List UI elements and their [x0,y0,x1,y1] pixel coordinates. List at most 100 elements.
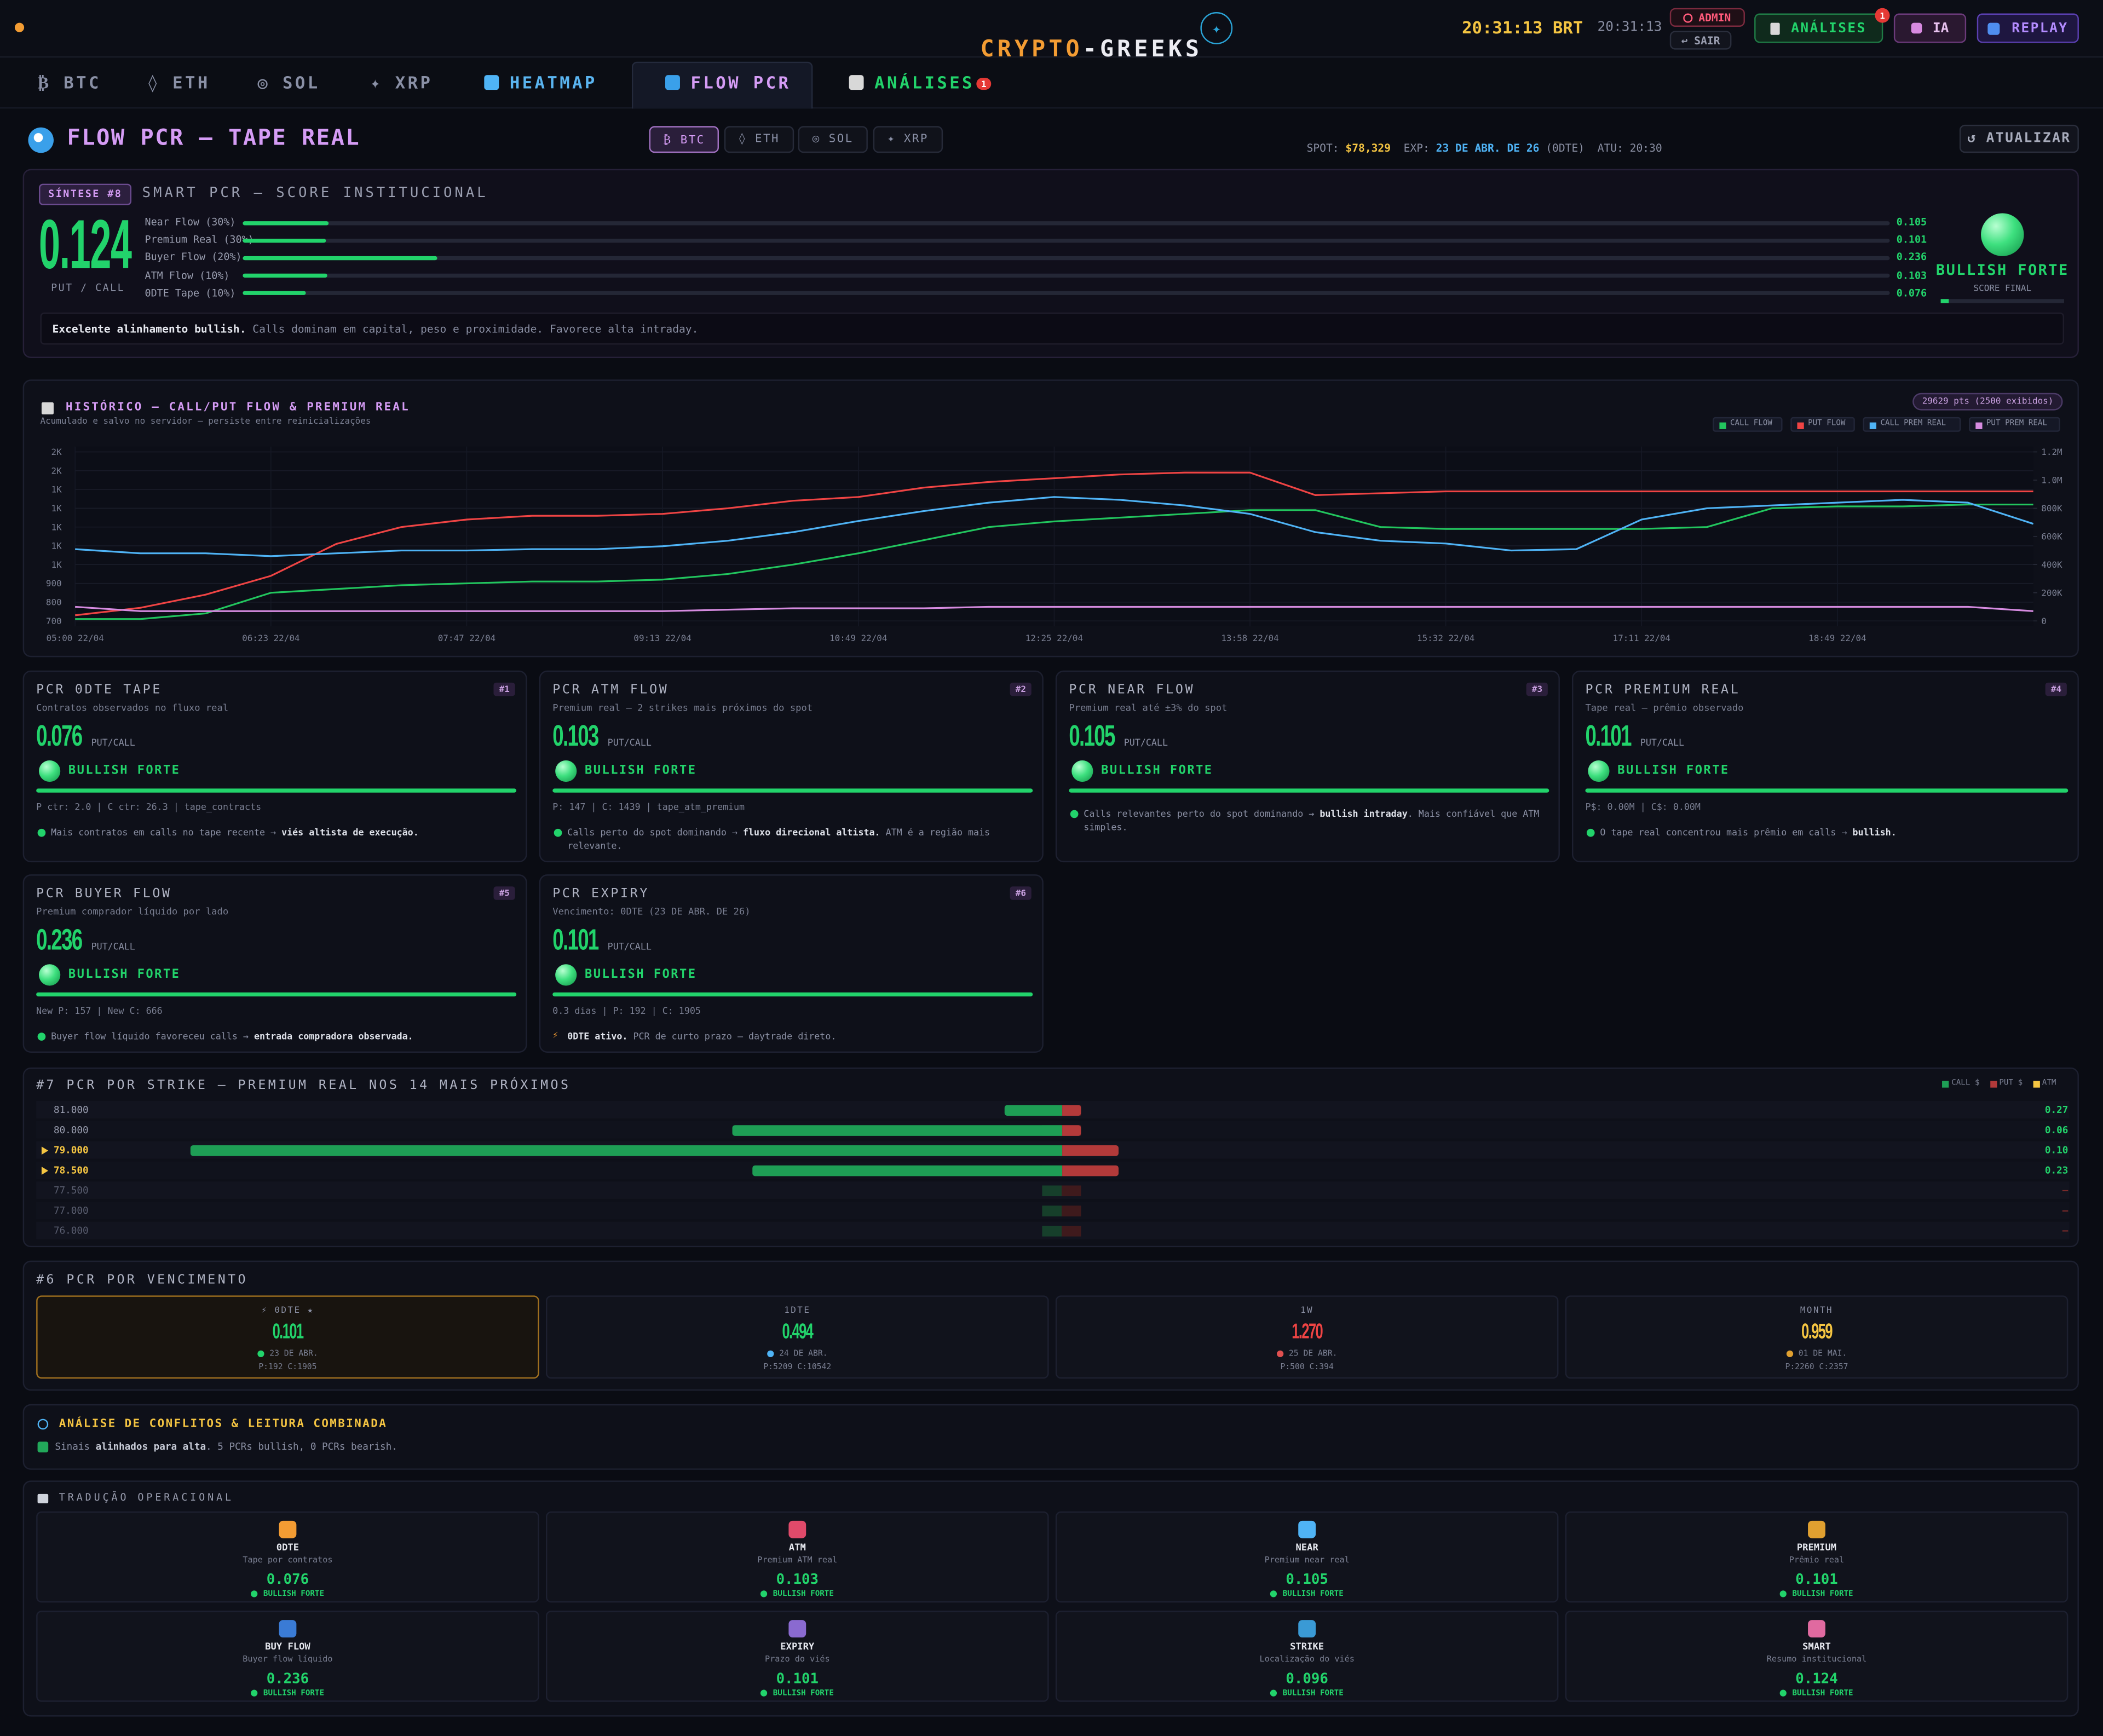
component-label: ATM Flow (10%) [145,269,230,281]
signal: BULLISH FORTE [1935,261,2069,279]
pcr-num: #2 [1010,682,1032,696]
pcr-card: PCR PREMIUM REAL #4 Tape real — prêmio obs… [1571,670,2079,863]
note-dot [554,828,562,837]
tab[interactable]: ₿ BTC [37,72,101,93]
expiry-number: 1.270 [1292,1320,1323,1344]
text-plain: ATM é a região mais relevante. [567,827,996,852]
expiry-number: 0.494 [782,1320,813,1344]
legend-swatch [1719,422,1726,429]
signal-dot [1780,1689,1787,1697]
call-bar [732,1124,1063,1135]
pcr-stats: P$: 0.00M | C$: 0.00M [1585,801,1701,813]
pcr-note: 0DTE ativo. PCR de curto prazo — daytrad… [567,1031,1029,1045]
asset-button[interactable]: ◎ SOL [798,126,868,153]
strike-pcr: 0.23 [2044,1164,2069,1176]
call-bar [1004,1104,1063,1115]
y-tick-label: 1K [51,541,62,551]
translation-cell: STRIKE Localização do viés 0.096 BULLISH FO… [1055,1610,1559,1702]
signal-sub: SCORE FINAL [1973,282,2031,294]
text-plain: . Mais confiável que ATM simples. [1084,809,1545,833]
y-tick-label: 1K [51,503,62,514]
signal-dot [760,1590,768,1597]
refresh-button[interactable]: ↺ ATUALIZAR [1959,124,2079,153]
chart-title: HISTÓRICO — CALL/PUT FLOW & PREMIUM REAL [66,401,410,414]
translation-desc: Premium near real [1264,1555,1350,1565]
date-dot [1786,1350,1793,1358]
date-dot [257,1350,264,1358]
text-plain: Calls dominam em capital, peso e proximi… [246,323,699,336]
history-card: HISTÓRICO — CALL/PUT FLOW & PREMIUM REAL… [22,379,2079,658]
pcr-signal: BULLISH FORTE [68,764,181,778]
signal-orb [1588,760,1610,782]
legend-item: PUT FLOW [1790,417,1855,432]
tab[interactable]: FLOW PCR [690,72,791,93]
asset-button[interactable]: ✦ XRP [873,126,943,153]
expiry-date-line: 25 DE ABR. [1057,1350,1557,1359]
tab-badge: 1 [976,78,992,90]
component-value: 0.101 [1896,233,1927,246]
signal-orb [555,964,577,986]
y2-tick-label: 1.0M [2041,475,2062,486]
pcr-signal: BULLISH FORTE [68,968,181,982]
tab[interactable]: ANÁLISES [874,72,975,93]
conflicts-title: ANÁLISE DE CONFLITOS & LEITURA COMBINADA [59,1417,388,1431]
pcr-title: PCR EXPIRY [552,886,650,902]
pcr-note: O tape real concentrou mais prêmio em ca… [1600,827,2064,840]
tab[interactable]: ✦ XRP [370,72,433,93]
pcr-stats: New P: 157 | New C: 666 [36,1006,163,1017]
brand-icon[interactable]: ✦ [1200,12,1233,44]
analyses-button[interactable]: ANÁLISES [1754,13,1883,43]
y-tick-label: 1K [51,522,62,532]
y-tick-label: 800 [46,597,62,608]
analyses-label: ANÁLISES [1791,20,1866,36]
exp-label: EXP: [1403,142,1430,154]
asset-button[interactable]: ₿ BTC [649,126,719,153]
pcr-title: PCR 0DTE TAPE [36,682,163,697]
tab-active-bg [631,61,813,109]
asset-button[interactable]: ◊ ETH [724,126,794,153]
pcr-signal: BULLISH FORTE [585,764,697,778]
translation-desc: Premium ATM real [757,1555,838,1565]
pcr-unit: PUT/CALL [91,737,135,748]
logout-button[interactable]: ↩ SAIR [1669,31,1732,50]
spot-value: $78,329 [1345,142,1391,154]
bar-stub [1042,1185,1081,1196]
ai-label: IA [1932,20,1949,36]
date-dot [1276,1350,1284,1358]
series-line [75,503,2033,620]
signal-dot [1780,1590,1787,1597]
ai-button[interactable]: IA [1893,13,1967,43]
translation-cell: PREMIUM Prêmio real 0.101 BULLISH FORTE [1565,1511,2069,1603]
pcr-card: PCR EXPIRY #6 Vencimento: 0DTE (23 DE ABR.… [539,874,1044,1053]
legend-swatch [1797,422,1804,429]
expiry-counts: P:500 C:394 [1280,1362,1334,1372]
admin-button[interactable]: ADMIN [1669,8,1745,27]
legend-label: CALL PREM REAL [1880,419,1946,428]
tab[interactable]: HEATMAP [509,72,597,93]
expiry-date: 23 DE ABR. [269,1349,318,1359]
tab[interactable]: ◊ ETH [147,72,210,93]
top-bar [0,0,2103,58]
pcr-stats: 0.3 dias | P: 192 | C: 1905 [552,1006,701,1017]
pcr-unit: PUT/CALL [91,941,135,953]
translation-signal: BULLISH FORTE [773,1689,834,1698]
pcr-value: 0.103 [552,718,599,753]
pcr-subtitle: Contratos observados no fluxo real [36,702,229,714]
atm-marker [41,1146,49,1154]
pcr-unit: PUT/CALL [1123,737,1168,748]
signal-orb [555,760,577,782]
expiry-number: 0.101 [272,1320,304,1344]
x-tick-label: 12:25 22/04 [1025,633,1083,643]
tab-icon [484,75,499,90]
legend-item: PUT PREM REAL [1969,417,2060,432]
y-tick-label: 2K [51,465,62,476]
translation-signal: BULLISH FORTE [263,1590,325,1599]
text-strong: entrada compradora observada. [254,1031,413,1042]
pcr-value: 0.105 [1069,718,1115,753]
tab[interactable]: ◎ SOL [257,72,320,93]
y-tick-label: 900 [46,578,62,589]
translation-value: 0.236 [266,1671,309,1687]
x-tick-label: 06:23 22/04 [242,633,299,643]
replay-button[interactable]: REPLAY [1977,13,2079,43]
note-icon: ⚡ [552,1030,558,1041]
